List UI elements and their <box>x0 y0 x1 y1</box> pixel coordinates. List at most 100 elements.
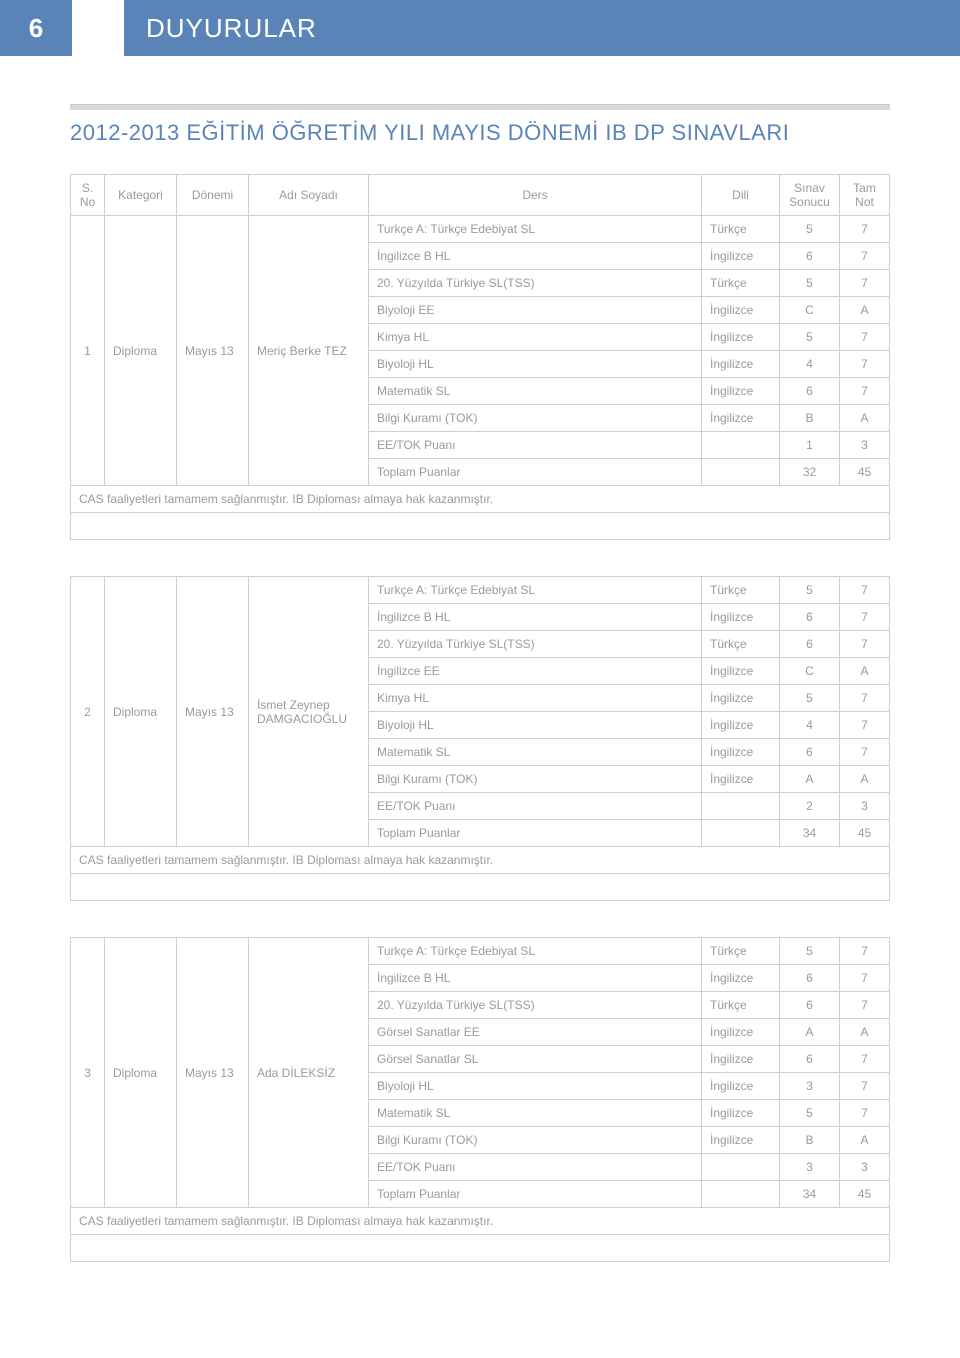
cell-sinav: B <box>780 405 840 432</box>
cell-tam: 7 <box>840 712 890 739</box>
cell-ders: İngilizce B HL <box>369 604 702 631</box>
cell-name: Meriç Berke TEZ <box>249 216 369 486</box>
cell-tam: 7 <box>840 577 890 604</box>
cell-ders: EE/TOK Puanı <box>369 1154 702 1181</box>
student-table: 2DiplomaMayıs 13İsmet Zeynep DAMGACIOĞLU… <box>70 576 890 901</box>
cell-tam: 7 <box>840 604 890 631</box>
cell-no: 3 <box>71 938 105 1208</box>
cell-kategori: Diploma <box>105 577 177 847</box>
cell-dili: İngilizce <box>702 685 780 712</box>
cell-sinav: 6 <box>780 243 840 270</box>
cell-cas: CAS faaliyetleri tamamem sağlanmıştır. I… <box>71 1208 890 1235</box>
spacer-row <box>71 1235 890 1262</box>
cell-tam: 7 <box>840 965 890 992</box>
tables-container: S. NoKategoriDönemiAdı SoyadıDersDiliSın… <box>70 174 890 1262</box>
cell-dili <box>702 1181 780 1208</box>
cell-ders: Bilgi Kuramı (TOK) <box>369 405 702 432</box>
cas-row: CAS faaliyetleri tamamem sağlanmıştır. I… <box>71 486 890 513</box>
cell-dili: Türkçe <box>702 270 780 297</box>
cell-tam: A <box>840 405 890 432</box>
cell-sinav: 34 <box>780 820 840 847</box>
cell-ders: EE/TOK Puanı <box>369 793 702 820</box>
cell-tam: 7 <box>840 992 890 1019</box>
cell-donemi: Mayıs 13 <box>177 577 249 847</box>
cell-ders: 20. Yüzyılda Türkiye SL(TSS) <box>369 270 702 297</box>
column-header-ders: Ders <box>369 175 702 216</box>
table-row: 1DiplomaMayıs 13Meriç Berke TEZTurkçe A:… <box>71 216 890 243</box>
cell-dili: Türkçe <box>702 938 780 965</box>
cell-sinav: 5 <box>780 270 840 297</box>
cell-ders: Matematik SL <box>369 378 702 405</box>
cell-sinav: 6 <box>780 1046 840 1073</box>
cell-ders: 20. Yüzyılda Türkiye SL(TSS) <box>369 631 702 658</box>
page-number: 6 <box>0 0 72 56</box>
cell-ders: Biyoloji HL <box>369 712 702 739</box>
cas-row: CAS faaliyetleri tamamem sağlanmıştır. I… <box>71 1208 890 1235</box>
cell-dili <box>702 820 780 847</box>
cell-tam: A <box>840 1019 890 1046</box>
table-row: 3DiplomaMayıs 13Ada DİLEKSİZTurkçe A: Tü… <box>71 938 890 965</box>
cell-tam: A <box>840 297 890 324</box>
cell-sinav: 34 <box>780 1181 840 1208</box>
cell-dili <box>702 432 780 459</box>
cell-tam: 7 <box>840 270 890 297</box>
subtitle: 2012-2013 EĞİTİM ÖĞRETİM YILI MAYIS DÖNE… <box>70 120 890 146</box>
cell-tam: 7 <box>840 1046 890 1073</box>
cell-name: Ada DİLEKSİZ <box>249 938 369 1208</box>
column-header-no: S. No <box>71 175 105 216</box>
cell-ders: Turkçe A: Türkçe Edebiyat SL <box>369 577 702 604</box>
cell-ders: Kimya HL <box>369 324 702 351</box>
cell-dili: İngilizce <box>702 1127 780 1154</box>
cell-sinav: 6 <box>780 739 840 766</box>
cell-ders: Bilgi Kuramı (TOK) <box>369 1127 702 1154</box>
cell-ders: Turkçe A: Türkçe Edebiyat SL <box>369 216 702 243</box>
cell-sinav: 4 <box>780 712 840 739</box>
cell-sinav: 6 <box>780 992 840 1019</box>
cell-dili: İngilizce <box>702 1019 780 1046</box>
column-header-adsoyad: Adı Soyadı <box>249 175 369 216</box>
cell-sinav: 5 <box>780 577 840 604</box>
cell-ders: Kimya HL <box>369 685 702 712</box>
cell-tam: 45 <box>840 820 890 847</box>
cell-tam: A <box>840 766 890 793</box>
cell-tam: 3 <box>840 1154 890 1181</box>
cell-dili: Türkçe <box>702 577 780 604</box>
cell-ders: Biyoloji HL <box>369 351 702 378</box>
cell-tam: 45 <box>840 459 890 486</box>
cell-sinav: 5 <box>780 1100 840 1127</box>
cell-sinav: 4 <box>780 351 840 378</box>
page-header: 6 DUYURULAR <box>0 0 960 56</box>
cell-sinav: 5 <box>780 216 840 243</box>
cell-ders: Toplam Puanlar <box>369 1181 702 1208</box>
cell-dili: İngilizce <box>702 324 780 351</box>
cell-tam: A <box>840 1127 890 1154</box>
cell-tam: 7 <box>840 685 890 712</box>
cell-tam: 3 <box>840 432 890 459</box>
cell-sinav: C <box>780 297 840 324</box>
cell-ders: Turkçe A: Türkçe Edebiyat SL <box>369 938 702 965</box>
column-header-donemi: Dönemi <box>177 175 249 216</box>
cell-sinav: 6 <box>780 604 840 631</box>
column-header-dili: Dili <box>702 175 780 216</box>
cell-cas: CAS faaliyetleri tamamem sağlanmıştır. I… <box>71 486 890 513</box>
cell-dili <box>702 793 780 820</box>
cell-donemi: Mayıs 13 <box>177 216 249 486</box>
cell-dili: İngilizce <box>702 604 780 631</box>
cell-ders: Matematik SL <box>369 739 702 766</box>
cell-sinav: 6 <box>780 378 840 405</box>
cell-sinav: A <box>780 766 840 793</box>
cell-sinav: A <box>780 1019 840 1046</box>
student-table: S. NoKategoriDönemiAdı SoyadıDersDiliSın… <box>70 174 890 540</box>
cell-tam: 7 <box>840 631 890 658</box>
spacer-row <box>71 874 890 901</box>
cell-ders: Bilgi Kuramı (TOK) <box>369 766 702 793</box>
spacer-cell <box>71 874 890 901</box>
cell-sinav: 5 <box>780 938 840 965</box>
cell-tam: 7 <box>840 1073 890 1100</box>
cell-sinav: B <box>780 1127 840 1154</box>
cell-tam: 3 <box>840 793 890 820</box>
cell-sinav: C <box>780 658 840 685</box>
spacer-cell <box>71 1235 890 1262</box>
page-content: 2012-2013 EĞİTİM ÖĞRETİM YILI MAYIS DÖNE… <box>0 104 960 1338</box>
cell-tam: 7 <box>840 739 890 766</box>
